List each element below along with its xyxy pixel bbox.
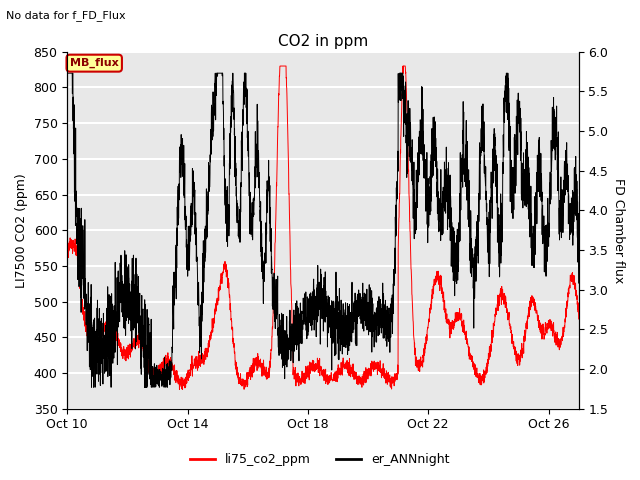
Y-axis label: LI7500 CO2 (ppm): LI7500 CO2 (ppm) — [15, 173, 28, 288]
Y-axis label: FD Chamber flux: FD Chamber flux — [612, 178, 625, 283]
Text: MB_flux: MB_flux — [70, 58, 118, 68]
Legend: li75_co2_ppm, er_ANNnight: li75_co2_ppm, er_ANNnight — [186, 448, 454, 471]
Text: No data for f_FD_Flux: No data for f_FD_Flux — [6, 10, 126, 21]
Title: CO2 in ppm: CO2 in ppm — [278, 34, 368, 49]
